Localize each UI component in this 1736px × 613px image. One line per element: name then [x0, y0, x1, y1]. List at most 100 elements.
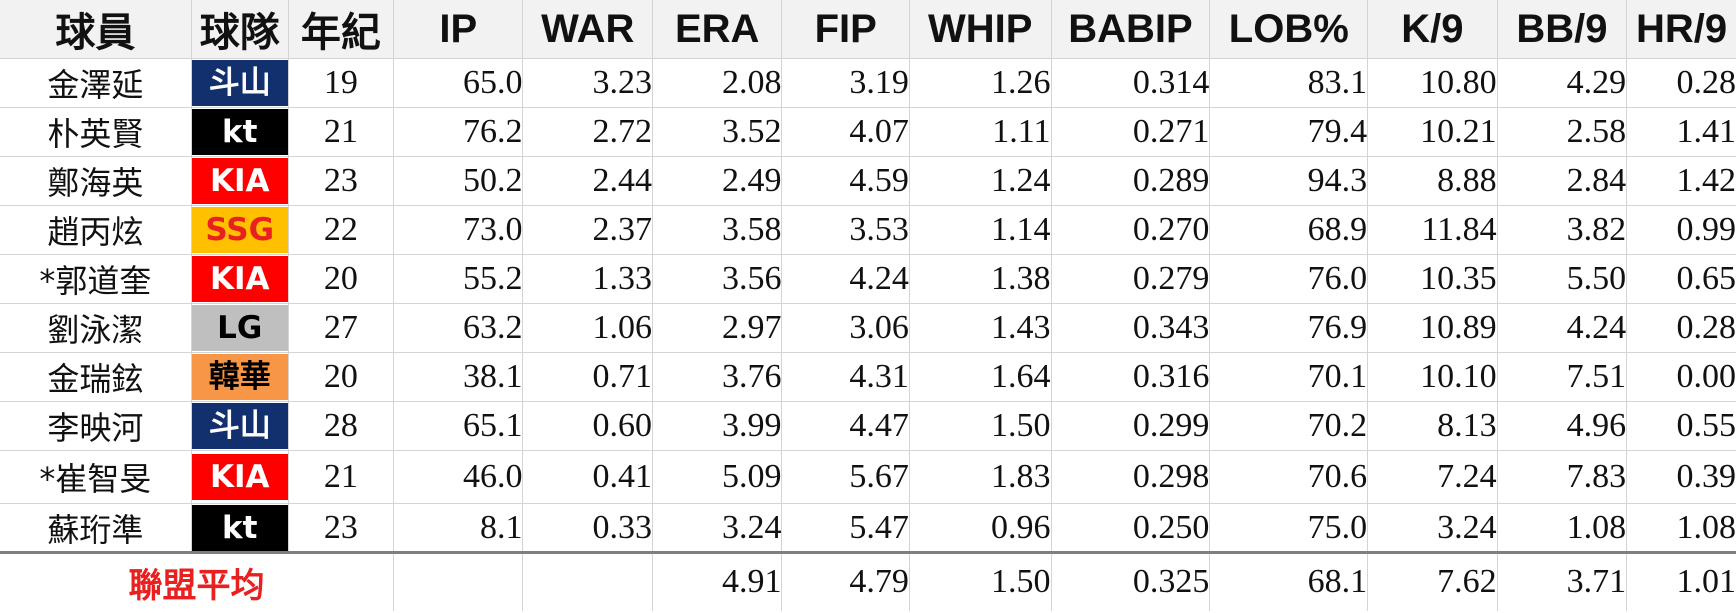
- hr9-cell: 0.28: [1626, 58, 1736, 108]
- table-row: 鄭海英 KIA 23 50.2 2.44 2.49 4.59 1.24 0.289 94.3 8.8…: [0, 156, 1736, 206]
- fip-cell: 3.06: [781, 303, 910, 353]
- player-name-cell: 劉泳潔: [0, 303, 192, 353]
- team-cell: KIA: [191, 156, 289, 206]
- bb9-cell: 3.82: [1497, 205, 1628, 255]
- era-cell: 3.24: [652, 503, 783, 553]
- whip-cell: 1.38: [909, 254, 1052, 304]
- table-row: 蘇珩準 kt 23 8.1 0.33 3.24 5.47 0.96 0.250 75.0 3.24 1…: [0, 503, 1736, 553]
- team-cell: LG: [191, 303, 289, 353]
- table-row: *崔智旻 KIA 21 46.0 0.41 5.09 5.67 1.83 0.298 70.6 7.…: [0, 450, 1736, 504]
- babip-cell: 0.271: [1051, 107, 1211, 157]
- table-body: 金澤延 斗山 19 65.0 3.23 2.08 3.19 1.26 0.314 83.1 10.8…: [0, 58, 1736, 611]
- team-cell: 韓華: [191, 352, 289, 402]
- hr9-cell: 0.99: [1626, 205, 1736, 255]
- babip-cell: 0.270: [1051, 205, 1211, 255]
- team-badge: kt: [191, 109, 288, 155]
- team-badge: 韓華: [191, 354, 288, 400]
- player-name-cell: 朴英賢: [0, 107, 192, 157]
- k9-cell: 11.84: [1367, 205, 1498, 255]
- header-age: 年紀: [288, 0, 395, 59]
- fip-cell: 5.67: [781, 450, 910, 504]
- bb9-cell: 7.51: [1497, 352, 1628, 402]
- whip-cell: 1.14: [909, 205, 1052, 255]
- table-row: 李映河 斗山 28 65.1 0.60 3.99 4.47 1.50 0.299 70.2 8.13…: [0, 401, 1736, 451]
- k9-cell: 7.24: [1367, 450, 1498, 504]
- lob-cell: 83.1: [1209, 58, 1369, 108]
- lob-cell: 76.0: [1209, 254, 1369, 304]
- hr9-cell: 0.65: [1626, 254, 1736, 304]
- table-row: 劉泳潔 LG 27 63.2 1.06 2.97 3.06 1.43 0.343 76.9 10.8…: [0, 303, 1736, 353]
- avg-babip-cell: 0.325: [1051, 551, 1211, 611]
- lob-cell: 68.9: [1209, 205, 1369, 255]
- fip-cell: 4.31: [781, 352, 910, 402]
- age-cell: 27: [288, 303, 395, 353]
- era-cell: 2.08: [652, 58, 783, 108]
- babip-cell: 0.343: [1051, 303, 1211, 353]
- ip-cell: 65.0: [393, 58, 524, 108]
- era-cell: 5.09: [652, 450, 783, 504]
- whip-cell: 1.43: [909, 303, 1052, 353]
- header-war: WAR: [522, 0, 653, 59]
- babip-cell: 0.314: [1051, 58, 1211, 108]
- header-ip: IP: [393, 0, 524, 59]
- avg-bb9-cell: 3.71: [1497, 551, 1628, 611]
- bb9-cell: 2.84: [1497, 156, 1628, 206]
- k9-cell: 10.21: [1367, 107, 1498, 157]
- hr9-cell: 0.55: [1626, 401, 1736, 451]
- lob-cell: 70.1: [1209, 352, 1369, 402]
- fip-cell: 4.07: [781, 107, 910, 157]
- era-cell: 2.97: [652, 303, 783, 353]
- k9-cell: 10.89: [1367, 303, 1498, 353]
- era-cell: 3.58: [652, 205, 783, 255]
- player-name-cell: 金瑞鉉: [0, 352, 192, 402]
- lob-cell: 94.3: [1209, 156, 1369, 206]
- age-cell: 20: [288, 254, 395, 304]
- fip-cell: 4.24: [781, 254, 910, 304]
- player-name-cell: 鄭海英: [0, 156, 192, 206]
- header-hr9: HR/9: [1626, 0, 1736, 59]
- player-name-cell: 趙丙炫: [0, 205, 192, 255]
- age-cell: 28: [288, 401, 395, 451]
- hr9-cell: 0.28: [1626, 303, 1736, 353]
- avg-hr9-cell: 1.01: [1626, 551, 1736, 611]
- team-cell: kt: [191, 107, 289, 157]
- league-average-row: 聯盟平均 4.91 4.79 1.50 0.325 68.1 7.62 3.71…: [0, 551, 1736, 611]
- fip-cell: 5.47: [781, 503, 910, 553]
- ip-cell: 50.2: [393, 156, 524, 206]
- player-name-cell: 李映河: [0, 401, 192, 451]
- whip-cell: 0.96: [909, 503, 1052, 553]
- avg-war-cell: [522, 551, 653, 611]
- player-name-cell: 金澤延: [0, 58, 192, 108]
- whip-cell: 1.26: [909, 58, 1052, 108]
- header-k9: K/9: [1367, 0, 1498, 59]
- avg-k9-cell: 7.62: [1367, 551, 1498, 611]
- age-cell: 22: [288, 205, 395, 255]
- age-cell: 19: [288, 58, 395, 108]
- war-cell: 3.23: [522, 58, 653, 108]
- team-badge: KIA: [191, 158, 288, 204]
- table-header: 球員 球隊 年紀 IP WAR ERA FIP WHIP BABIP LOB% …: [0, 0, 1736, 59]
- team-cell: KIA: [191, 450, 289, 504]
- bb9-cell: 5.50: [1497, 254, 1628, 304]
- age-cell: 20: [288, 352, 395, 402]
- era-cell: 3.52: [652, 107, 783, 157]
- team-badge: KIA: [191, 454, 288, 500]
- bb9-cell: 4.24: [1497, 303, 1628, 353]
- player-name-cell: 蘇珩準: [0, 503, 192, 553]
- hr9-cell: 0.00: [1626, 352, 1736, 402]
- ip-cell: 38.1: [393, 352, 524, 402]
- team-cell: 斗山: [191, 401, 289, 451]
- bb9-cell: 4.96: [1497, 401, 1628, 451]
- war-cell: 0.41: [522, 450, 653, 504]
- team-badge: SSG: [191, 207, 288, 253]
- war-cell: 2.72: [522, 107, 653, 157]
- player-name-cell: *崔智旻: [0, 450, 192, 504]
- whip-cell: 1.83: [909, 450, 1052, 504]
- babip-cell: 0.298: [1051, 450, 1211, 504]
- ip-cell: 63.2: [393, 303, 524, 353]
- avg-ip-cell: [393, 551, 524, 611]
- team-badge: 斗山: [191, 403, 288, 449]
- era-cell: 2.49: [652, 156, 783, 206]
- k9-cell: 3.24: [1367, 503, 1498, 553]
